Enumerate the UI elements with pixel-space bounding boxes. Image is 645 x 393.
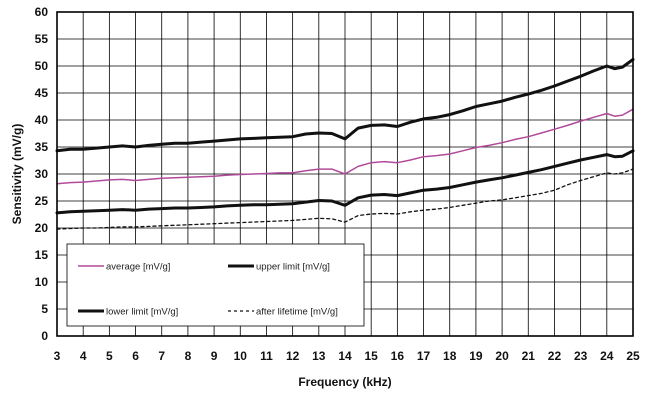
series-line-1 [55,58,635,153]
y-tick-label: 55 [35,32,49,46]
x-tick-label: 9 [211,349,218,363]
y-tick-label: 10 [35,275,49,289]
x-tick-label: 18 [443,349,457,363]
x-tick-label: 11 [260,349,273,363]
x-tick-label: 19 [469,349,483,363]
legend-box [66,243,365,327]
y-tick-label: 45 [35,86,49,100]
series-line-0 [56,108,634,185]
x-tick-label: 25 [626,349,640,363]
x-tick-label: 7 [158,349,165,363]
y-tick-label: 60 [35,5,49,19]
series-line-2 [55,149,635,215]
x-tick-label: 16 [391,349,405,363]
series-lines [55,58,635,230]
x-tick-label: 5 [106,349,113,363]
legend-label-0: average [mV/g] [106,262,170,273]
x-tick-label: 10 [234,349,248,363]
y-tick-label: 0 [41,329,48,343]
legend-label-3: after lifetime [mV/g] [256,307,338,318]
x-tick-label: 6 [132,349,139,363]
y-tick-label: 25 [35,194,49,208]
x-tick-label: 21 [522,349,536,363]
y-tick-label: 20 [35,221,49,235]
y-axis-title: Sensitivity (mV/g) [10,124,24,225]
series-line-3 [56,168,634,230]
x-axis-title: Frequency (kHz) [298,375,391,389]
x-tick-label: 20 [495,349,509,363]
legend: average [mV/g] upper limit [mV/g] lower li… [66,243,365,327]
x-tick-label: 3 [54,349,61,363]
x-tick-label: 24 [600,349,614,363]
x-tick-label: 22 [548,349,562,363]
y-tick-label: 15 [35,248,49,262]
tick-labels: 3 4 5 6 7 8 9 10 11 12 13 14 15 16 17 18 19 20 21 22 23 24 250… [35,5,640,363]
y-tick-label: 40 [35,113,49,127]
legend-label-1: upper limit [mV/g] [256,262,330,273]
x-tick-label: 23 [574,349,588,363]
y-tick-label: 5 [41,302,48,316]
x-tick-label: 17 [417,349,431,363]
y-tick-label: 35 [35,140,49,154]
x-tick-label: 12 [286,349,300,363]
x-tick-label: 15 [365,349,379,363]
y-tick-label: 30 [35,167,49,181]
x-tick-label: 4 [80,349,87,363]
legend-label-2: lower limit [mV/g] [106,307,178,318]
y-tick-label: 50 [35,59,49,73]
x-tick-label: 13 [312,349,326,363]
x-tick-label: 8 [185,349,192,363]
plot-frame [56,11,634,337]
x-tick-label: 14 [338,349,352,363]
